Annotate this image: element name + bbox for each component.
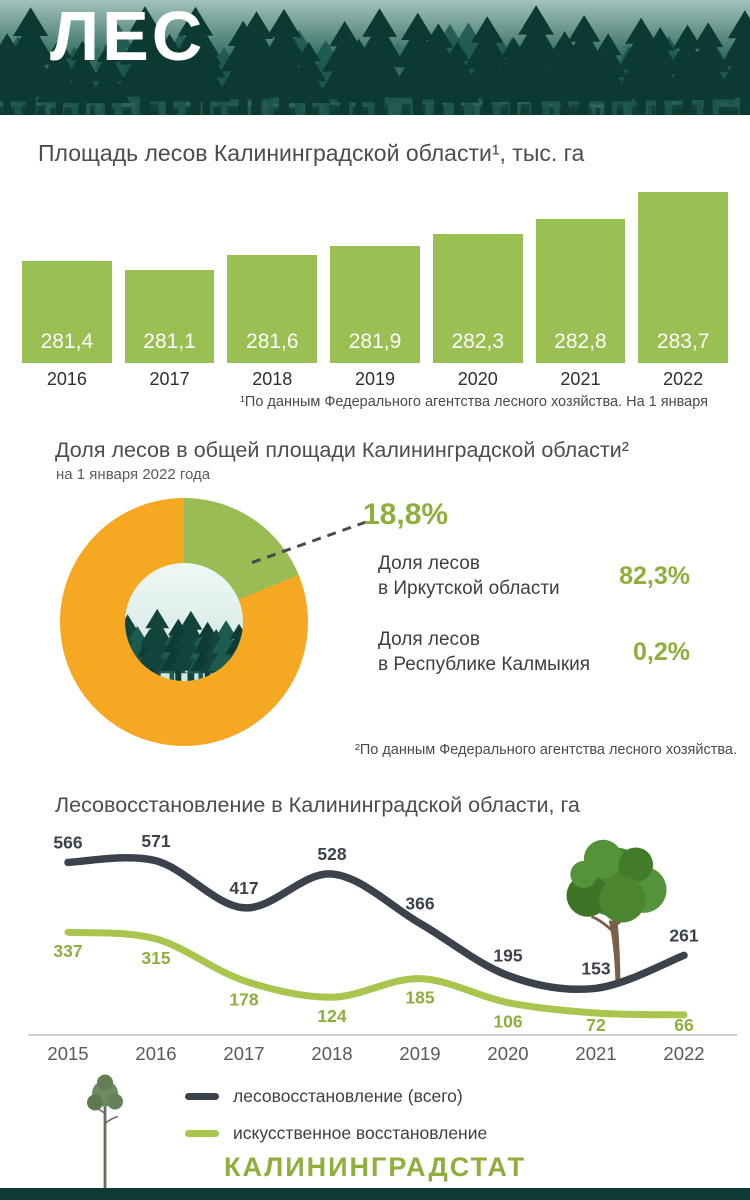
svg-text:337: 337 [53,941,82,961]
donut-footnote: ²По данным Федерального агентства лесног… [354,742,737,758]
bar-year-label: 2020 [457,369,498,389]
svg-text:261: 261 [669,925,698,945]
bar-year-label: 2019 [354,369,396,389]
svg-text:2015: 2015 [47,1043,88,1064]
bar: 282,8 [535,219,626,363]
svg-text:315: 315 [141,948,170,968]
comparison-label: Доля лесов в Иркутской области [378,553,560,599]
bar-value-label: 281,9 [348,330,402,353]
bar-chart-bars: 281,4 281,1 281,6 281,9 282,3 282,8 283,7 [22,185,729,363]
bar-value-label: 282,3 [451,330,505,353]
bar: 281,9 [330,246,420,363]
svg-text:571: 571 [141,832,170,851]
svg-text:366: 366 [405,893,434,913]
svg-text:417: 417 [229,878,258,898]
bar-chart-years: 2016 2017 2018 2019 2020 2021 2022 [22,369,728,390]
page-title: ЛЕС [50,0,206,75]
bar-chart-footnote: ¹По данным Федерального агентства лесног… [240,394,708,410]
svg-text:185: 185 [405,988,434,1008]
bar: 281,1 [124,270,215,363]
tree-image [555,830,680,993]
svg-text:178: 178 [229,990,258,1010]
donut-forest-image [125,608,243,681]
svg-text:2020: 2020 [487,1043,528,1064]
bar-value-label: 281,1 [143,330,196,353]
donut-center-forest [125,563,243,681]
svg-text:566: 566 [53,832,82,852]
bar: 281,4 [22,261,112,363]
svg-text:2022: 2022 [663,1043,704,1064]
legend-label-artificial: искусственное восстановление [233,1123,488,1143]
svg-text:153: 153 [581,958,610,978]
legend-line-swatch-artificial [185,1130,219,1137]
bottom-bar [0,1188,750,1200]
bar-value-label: 281,4 [40,330,94,353]
bar-chart-title: Площадь лесов Калининградской области¹, … [38,140,585,166]
donut-title: Доля лесов в общей площади Калининградск… [55,438,629,462]
svg-text:2017: 2017 [223,1043,264,1064]
organization-name: КАЛИНИНГРАДСТАТ [223,1152,526,1182]
header-banner: ЛЕС [0,0,750,115]
svg-text:72: 72 [586,1015,606,1035]
svg-text:2019: 2019 [399,1043,440,1064]
svg-text:66: 66 [674,1015,694,1035]
bar: 281,6 [227,255,318,363]
comparison-value: 0,2% [633,638,690,667]
line-legend: лесовосстановление (всего) искусственное… [185,1086,487,1160]
callout-dashed-line [247,520,367,566]
svg-text:2018: 2018 [311,1043,352,1064]
bar-value-label: 281,6 [246,330,299,353]
svg-text:124: 124 [317,1006,346,1026]
comparison-label: Доля лесов в Республике Калмыкия [378,629,591,675]
svg-text:2016: 2016 [135,1043,176,1064]
legend-item-total: лесовосстановление (всего) [185,1086,487,1107]
bar: 282,3 [432,234,523,363]
svg-text:2021: 2021 [575,1043,616,1064]
donut-subtitle: на 1 января 2022 года [56,466,211,483]
legend-line-swatch-total [185,1093,219,1100]
forest-share-callout: 18,8% [363,498,449,531]
legend-tree-image [80,1072,130,1195]
bar: 283,7 [638,192,729,363]
header-forest [0,0,750,115]
bar-value-label: 283,7 [656,330,710,353]
svg-text:195: 195 [493,946,522,966]
legend-label-total: лесовосстановление (всего) [233,1086,463,1106]
legend-item-artificial: искусственное восстановление [185,1123,487,1144]
bar-year-label: 2022 [663,369,704,389]
comparison-irkutsk: Доля лесов в Иркутской области 82,3% [378,552,690,601]
bar-year-label: 2016 [46,369,87,389]
comparison-kalmykia: Доля лесов в Республике Калмыкия 0,2% [378,628,690,677]
svg-text:106: 106 [493,1012,522,1032]
bar-value-label: 282,8 [554,330,607,353]
bar-year-label: 2018 [252,369,293,389]
svg-text:528: 528 [317,844,346,864]
bar-year-label: 2021 [560,369,601,389]
comparison-value: 82,3% [619,562,690,591]
line-chart-title: Лесовосстановление в Калининградской обл… [55,793,580,817]
line-chart-svg: 2015 2016 2017 2018 2019 2020 2021 2022 566 571 41… [28,832,737,1064]
bar-year-label: 2017 [149,369,190,389]
